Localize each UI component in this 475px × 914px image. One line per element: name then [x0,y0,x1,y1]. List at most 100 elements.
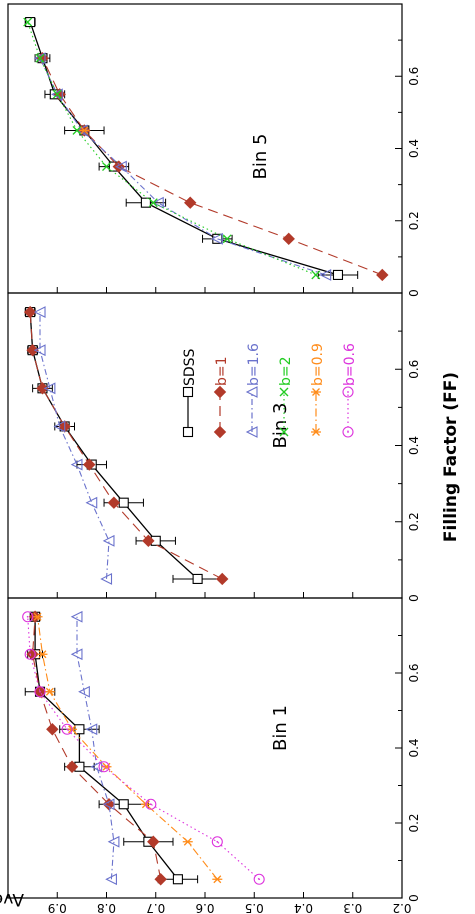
bin-5-series-b-1-6-point [51,88,63,101]
bin-1-series-b-0-9 [32,612,223,884]
bin-1-series-b-1-6-point [70,648,83,661]
legend-marker [182,386,194,398]
legend-entry-b-1-6: b=1.6 [245,343,262,438]
bin-3-xtick-label: 0.4 [407,436,421,455]
bin-1-series-sdss-point [118,799,129,810]
bin-5-series-b-1-point [376,268,389,282]
legend-label: b=1 [214,356,230,386]
bin-5-series-sdss-point [212,233,223,244]
bin-5-series-sdss [24,17,359,280]
legend-label: SDSS [182,348,198,386]
bin-5-series-b-1-point [184,196,197,209]
legend-label: b=2 [278,356,294,386]
y-axis-label: Average Filamentarity (F2) [0,889,24,909]
ytick-label: 0.2 [392,901,411,914]
bin-1-series-b-0-6-point [98,761,110,773]
bin-5-series-b-2-point [222,234,232,244]
bin-5-series-b-2-point [52,89,62,99]
bin-1-series-b-1-point [46,723,59,736]
bin-1-series-b-1-6-point [105,873,117,886]
legend-marker [342,386,354,398]
bin-5-xtick-label: 0.2 [407,211,421,230]
axis-labels: Filling Factor (FF) Average Filamentarit… [0,372,461,909]
bin-1-series-b-0-6-point [145,798,157,810]
axis-ticks: 00.20.40.600.20.40.600.20.40.60.20.30.40… [48,39,421,914]
bin-3-series-b-1-6-point [100,573,113,585]
bin-1-series-b-1-6-line [76,616,115,880]
ytick-label: 0.7 [146,901,165,914]
bin-3-xtick-label: 0.6 [407,360,421,379]
legend-marker [213,425,227,439]
legend-label: b=0.6 [342,343,358,386]
ytick-label: 0.6 [195,901,214,914]
bin-3-series-b-1 [23,305,229,586]
ytick-label: 0.9 [48,901,67,914]
bin-5-frame [7,3,403,294]
legend-marker [245,426,258,438]
bin-1-xtick-label: 0.2 [407,813,421,832]
bin-5-series-b-2-point [23,17,33,27]
bin-5-series-b-1 [36,51,389,282]
bin-1-series-b-1-6 [70,610,120,886]
legend: SDSS b=1 b=1.6 b=2 b=0.9 b=0.6 [182,343,358,439]
bin-5-xtick-label: 0.6 [407,67,421,86]
bin-1-series-b-0-6-point-dot [103,765,105,768]
bin-1-series-b-0-6-point [211,836,223,848]
legend-marker [279,387,289,397]
bin-1-title: Bin 1 [270,705,291,751]
bin-1-series-b-0-6-point-dot [26,615,29,618]
bin-5-series-b-2 [23,17,321,280]
bin-5-series-sdss-line [29,21,339,276]
bin-1-series-b-1-point [26,648,39,661]
bin-5-series-b-1-6 [33,52,332,281]
bin-3-series-b-1-point [26,343,39,357]
legend-marker [311,388,321,396]
bin-1-series-b-1-line [32,616,162,880]
legend-label: b=0.9 [310,343,326,386]
bin-3-series-b-1-6-point [85,496,98,509]
ytick-label: 0.3 [343,901,362,914]
bin-5-series-b-1-6-point [33,52,46,65]
legend-entry-b-2: b=2 [278,356,294,437]
bin-5-series-b-1-6-point [211,232,223,245]
bin-3-series-b-1-6-point [102,534,115,547]
bin-1-xtick-label: 0.6 [407,663,421,682]
bin-3-series-sdss-point [192,573,203,584]
bin-3-series-b-1-point [36,382,49,395]
bin-1-frame [7,597,403,899]
bin-5-series-sdss-point [25,17,36,28]
legend-marker-dot [347,391,349,393]
legend-entry-b-0-6: b=0.6 [342,343,358,438]
bin-3-series-b-1-6 [33,306,115,585]
bin-1-series-b-0-6-line [27,616,260,880]
bin-1-series-b-1-point [147,835,160,848]
bin-3-series-b-1-6-point [70,458,83,471]
ytick-label: 0.5 [245,901,264,914]
bin-1-series-b-0-6-point-dot [39,690,41,693]
bin-1-series-b-1-point [65,760,79,773]
bin-1-series-b-0-6-point-dot [149,803,152,806]
bin-1-series-b-1-point [102,798,116,811]
ytick-label: 0.8 [97,901,116,914]
bin-5-series-b-2-line [27,21,317,276]
bin-1-series-b-0-6 [22,611,265,885]
bin-5-xtick-label: 0 [407,289,421,297]
legend-marker [182,426,194,438]
legend-entry-b-0-9: b=0.9 [310,343,326,436]
bin-1-series-b-0-6-point-dot [216,840,219,843]
bin-1-series-b-0-6-point-dot [258,878,261,881]
bin-3-series-b-1-6-line [39,312,110,579]
bin-1-series-b-0-9-point [32,612,43,621]
bin-1-series-b-1-point [154,873,167,886]
bin-1-xtick-label: 0.4 [407,738,421,757]
bin-1-series-b-0-6-point [34,686,46,698]
bin-5-series-b-2-point [35,53,45,63]
bin-1-series-b-0-9-point [182,837,193,846]
bin-5-series-sdss-point [140,197,151,208]
bin-3-series-b-1-point [216,572,229,586]
bin-1-series-b-0-6-point [61,723,73,735]
bin-3-series-b-1-point [107,496,121,509]
legend-marker [213,385,227,399]
legend-entry-b-1: b=1 [213,356,230,439]
